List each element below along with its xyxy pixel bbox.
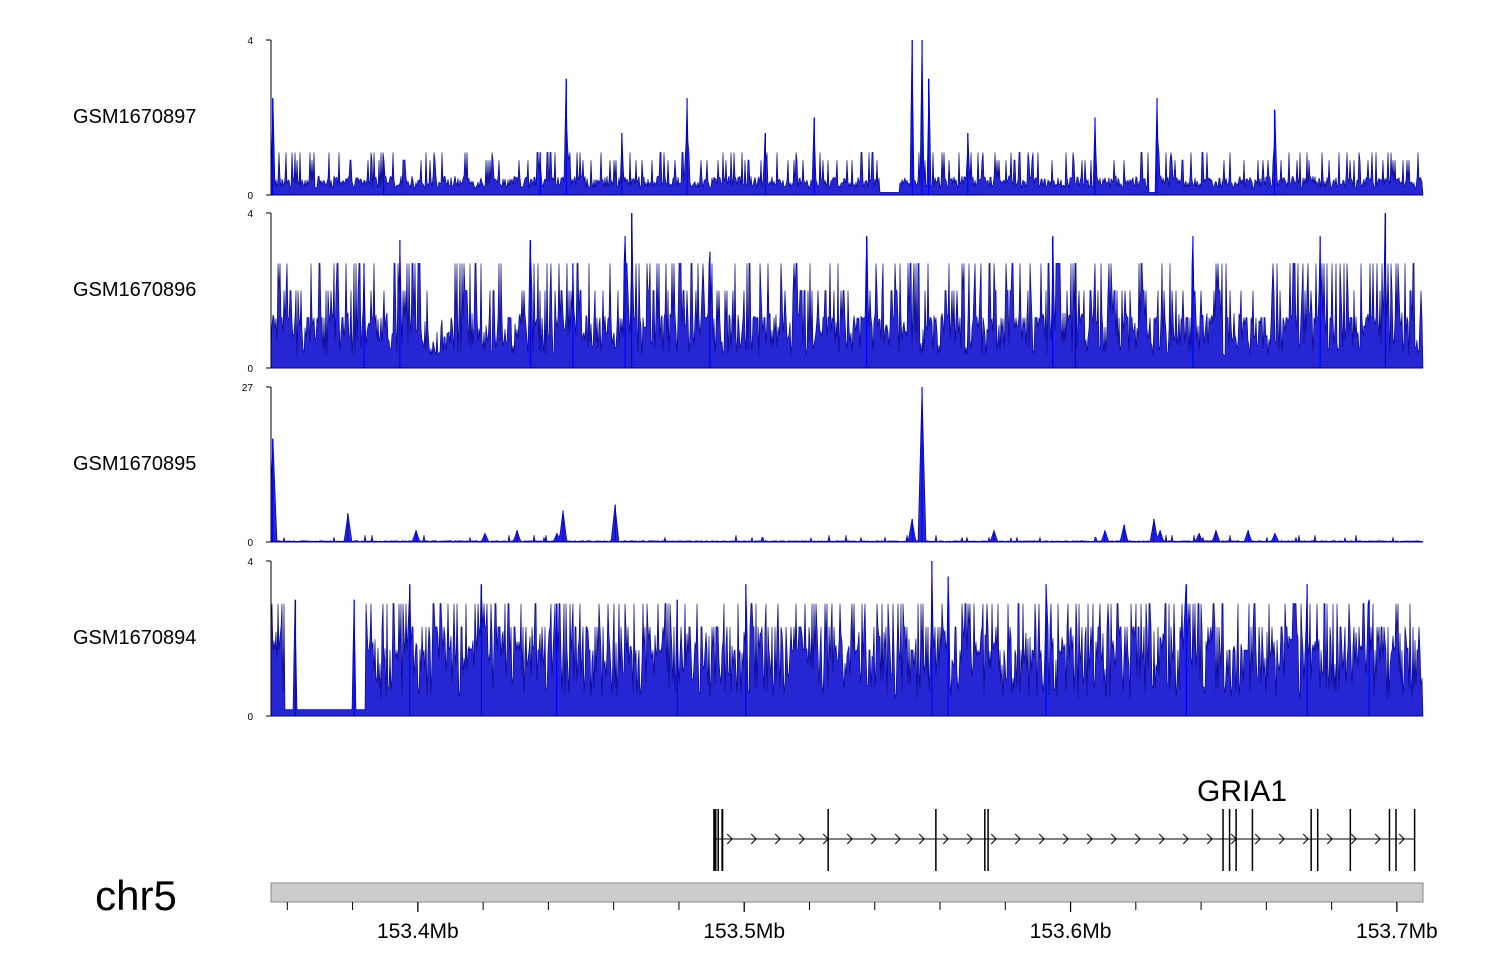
strand-arrow: [846, 833, 853, 845]
y-tick-label: 4: [247, 36, 253, 47]
gene-exon: [987, 809, 989, 871]
signal-area: [270, 386, 1424, 543]
strand-arrow: [798, 833, 805, 845]
y-tick-label: 27: [242, 383, 254, 394]
strand-arrow: [1350, 833, 1357, 845]
strand-arrow: [966, 833, 973, 845]
gene-exon: [1222, 809, 1224, 871]
strand-arrow: [918, 833, 925, 845]
gene-exon: [1349, 809, 1352, 871]
gene-exon: [713, 809, 717, 871]
track-label: GSM1670896: [73, 279, 196, 301]
strand-arrow: [1206, 833, 1213, 845]
strand-arrow: [1254, 833, 1261, 845]
strand-arrow: [990, 833, 997, 845]
strand-arrow: [1182, 833, 1189, 845]
strand-arrow: [1398, 833, 1405, 845]
strand-arrow: [1110, 833, 1117, 845]
strand-arrow: [1062, 833, 1069, 845]
chromosome-ideogram-bar: [270, 882, 1424, 903]
y-tick-label: 4: [247, 557, 253, 568]
strand-arrow: [1086, 833, 1093, 845]
strand-arrow: [870, 833, 877, 845]
gene-exon: [721, 809, 724, 871]
signal-tracks: 4 0 GSM1670897 4 0 GSM1670896 27 0 GSM1670895 4 0 G…: [73, 36, 1424, 723]
track-label: GSM1670895: [73, 453, 196, 475]
gene-exon: [1413, 809, 1416, 871]
genome-tick-label: 153.6Mb: [1030, 920, 1112, 943]
gene-exon: [1388, 809, 1391, 871]
gene-exon: [1235, 809, 1237, 871]
strand-arrow: [1326, 833, 1333, 845]
gene-exon: [1316, 809, 1319, 871]
y-tick-label: 0: [247, 538, 253, 549]
strand-arrow: [942, 833, 949, 845]
y-tick-label: 4: [247, 209, 253, 220]
strand-arrow: [1038, 833, 1045, 845]
signal-track: 4 0 GSM1670897: [73, 36, 1424, 202]
gene-exon: [1251, 809, 1254, 871]
gene-exon: [1310, 809, 1312, 871]
signal-track: 4 0 GSM1670896: [73, 209, 1424, 375]
gene-exon: [827, 809, 829, 871]
genome-tick-label: 153.5Mb: [703, 920, 785, 943]
signal-area: [270, 39, 1424, 196]
signal-area: [270, 560, 1424, 717]
chromosome-label: chr5: [95, 872, 177, 919]
gene-track: GRIA1: [713, 775, 1416, 871]
strand-arrow: [1134, 833, 1141, 845]
y-tick-label: 0: [247, 712, 253, 723]
genome-tick-label: 153.7Mb: [1356, 920, 1438, 943]
y-tick-label: 0: [247, 364, 253, 375]
genome-tick-label: 153.4Mb: [377, 920, 459, 943]
strand-arrow: [1278, 833, 1285, 845]
gene-exon: [1228, 809, 1231, 871]
strand-arrow: [1158, 833, 1165, 845]
gene-label: GRIA1: [1197, 775, 1287, 808]
track-label: GSM1670894: [73, 627, 196, 649]
signal-area: [270, 212, 1424, 369]
signal-track: 27 0 GSM1670895: [73, 383, 1424, 549]
gene-exon: [717, 809, 719, 871]
track-label: GSM1670897: [73, 106, 196, 128]
strand-arrow: [1014, 833, 1021, 845]
gene-exon: [1395, 809, 1397, 871]
signal-track: 4 0 GSM1670894: [73, 557, 1424, 723]
gene-exon: [935, 809, 937, 871]
genome-axis: chr5 153.4Mb 153.5Mb 153.6Mb 153.7Mb: [95, 872, 1438, 943]
strand-arrow: [726, 833, 733, 845]
strand-arrow: [750, 833, 757, 845]
gene-exon: [984, 809, 986, 871]
y-tick-label: 0: [247, 191, 253, 202]
strand-arrow: [1302, 833, 1309, 845]
strand-arrow: [774, 833, 781, 845]
strand-arrow: [1374, 833, 1381, 845]
strand-arrow: [894, 833, 901, 845]
